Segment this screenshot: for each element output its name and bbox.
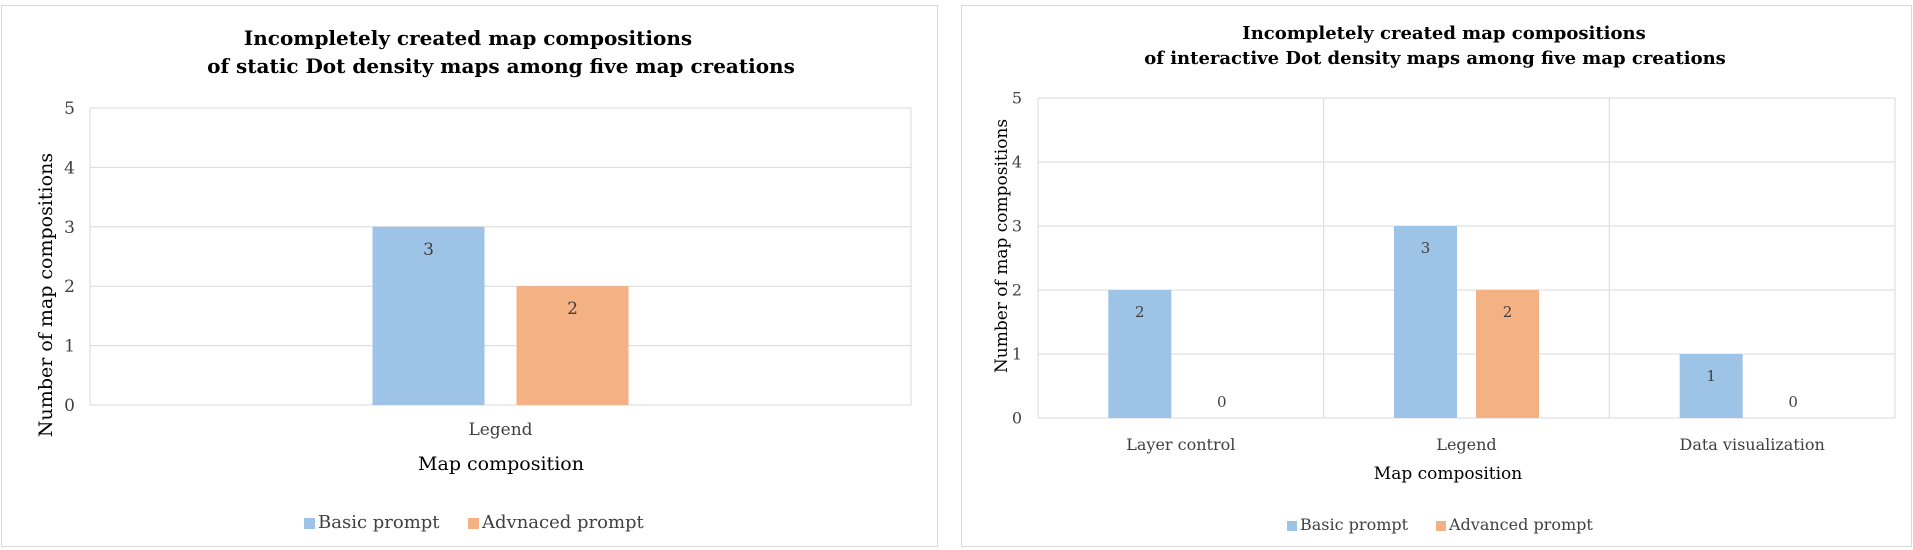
chart-title: Incompletely created map compositions (244, 26, 692, 50)
y-axis-title: Number of map compositions (992, 119, 1012, 373)
y-tick-label: 1 (1012, 345, 1022, 364)
bar (1679, 354, 1743, 418)
y-tick-label: 4 (64, 158, 75, 178)
data-label: 3 (1421, 239, 1431, 257)
legend-label: Advnaced prompt (481, 512, 645, 533)
y-tick-label: 1 (64, 337, 75, 357)
chart-interactive-panel: Incompletely created map compositions of… (961, 5, 1912, 547)
x-category-label: Layer control (1126, 435, 1235, 454)
bar (1394, 226, 1457, 418)
legend-swatch (468, 518, 479, 529)
legend-label: Basic prompt (318, 512, 440, 533)
x-category-label: Legend (468, 420, 532, 440)
y-tick-label: 2 (64, 277, 75, 297)
x-category-label: Legend (1436, 435, 1496, 454)
x-axis-title: Map composition (1374, 464, 1522, 484)
chart-subtitle: of interactive Dot density maps among fi… (1144, 48, 1726, 69)
y-tick-label: 4 (1012, 153, 1022, 172)
legend-swatch (1287, 521, 1297, 531)
data-label: 0 (1788, 393, 1798, 411)
x-axis-title: Map composition (418, 453, 584, 475)
bar (1108, 290, 1172, 418)
data-label: 2 (567, 299, 578, 319)
bar (1476, 290, 1539, 418)
legend-swatch (304, 518, 315, 529)
y-axis-title: Number of map compositions (35, 153, 57, 437)
bar (516, 286, 629, 405)
data-label: 2 (1135, 303, 1145, 321)
chart-static-panel: Incompletely created map compositions of… (1, 5, 938, 547)
y-tick-label: 5 (64, 99, 75, 119)
chart-interactive-svg: Incompletely created map compositions of… (992, 23, 1896, 534)
data-label: 3 (423, 240, 434, 260)
x-category-label: Data visualization (1680, 435, 1825, 454)
legend-label: Advanced prompt (1448, 515, 1593, 534)
y-tick-label: 3 (64, 218, 75, 238)
chart-title: Incompletely created map compositions (1242, 23, 1645, 44)
legend-label: Basic prompt (1300, 515, 1409, 534)
chart-subtitle: of static Dot density maps among five ma… (207, 54, 795, 78)
y-tick-label: 5 (1012, 89, 1022, 108)
chart-static-svg: Incompletely created map compositions of… (35, 26, 912, 533)
y-tick-label: 0 (1012, 409, 1022, 428)
legend-swatch (1436, 521, 1446, 531)
bar (372, 226, 485, 405)
y-tick-label: 3 (1012, 217, 1022, 236)
data-label: 0 (1217, 393, 1227, 411)
data-label: 2 (1503, 303, 1513, 321)
data-label: 1 (1706, 367, 1716, 385)
y-tick-label: 0 (64, 396, 75, 416)
y-tick-label: 2 (1012, 281, 1022, 300)
